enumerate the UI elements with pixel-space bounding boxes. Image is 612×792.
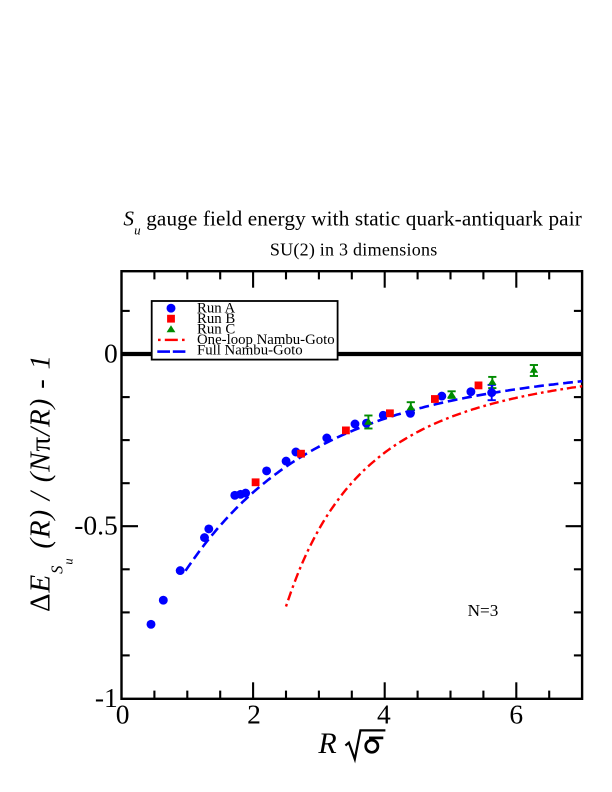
svg-text:6: 6 [509,698,523,729]
svg-text:ΔESu (R) / (Nπ/R) - 1: ΔESu (R) / (Nπ/R) - 1 [25,354,76,612]
svg-text:SU(2) in 3 dimensions: SU(2) in 3 dimensions [270,240,438,261]
svg-text:Run B: Run B [197,311,235,327]
svg-text:-1: -1 [95,682,118,713]
svg-text:One-loop Nambu-Goto: One-loop Nambu-Goto [197,332,335,348]
svg-text:2: 2 [247,698,261,729]
svg-text:Su gauge field energy with sta: Su gauge field energy with static quark-… [123,207,582,238]
svg-text:R: R [317,727,336,760]
svg-text:Run A: Run A [197,300,236,316]
svg-text:Run C: Run C [197,321,235,337]
svg-text:Full Nambu-Goto: Full Nambu-Goto [197,342,303,358]
svg-text:4: 4 [377,698,391,729]
svg-text:-0.5: -0.5 [74,509,118,540]
svg-text:0: 0 [104,338,118,369]
svg-text:N=3: N=3 [468,601,499,620]
svg-text:0: 0 [116,698,130,729]
